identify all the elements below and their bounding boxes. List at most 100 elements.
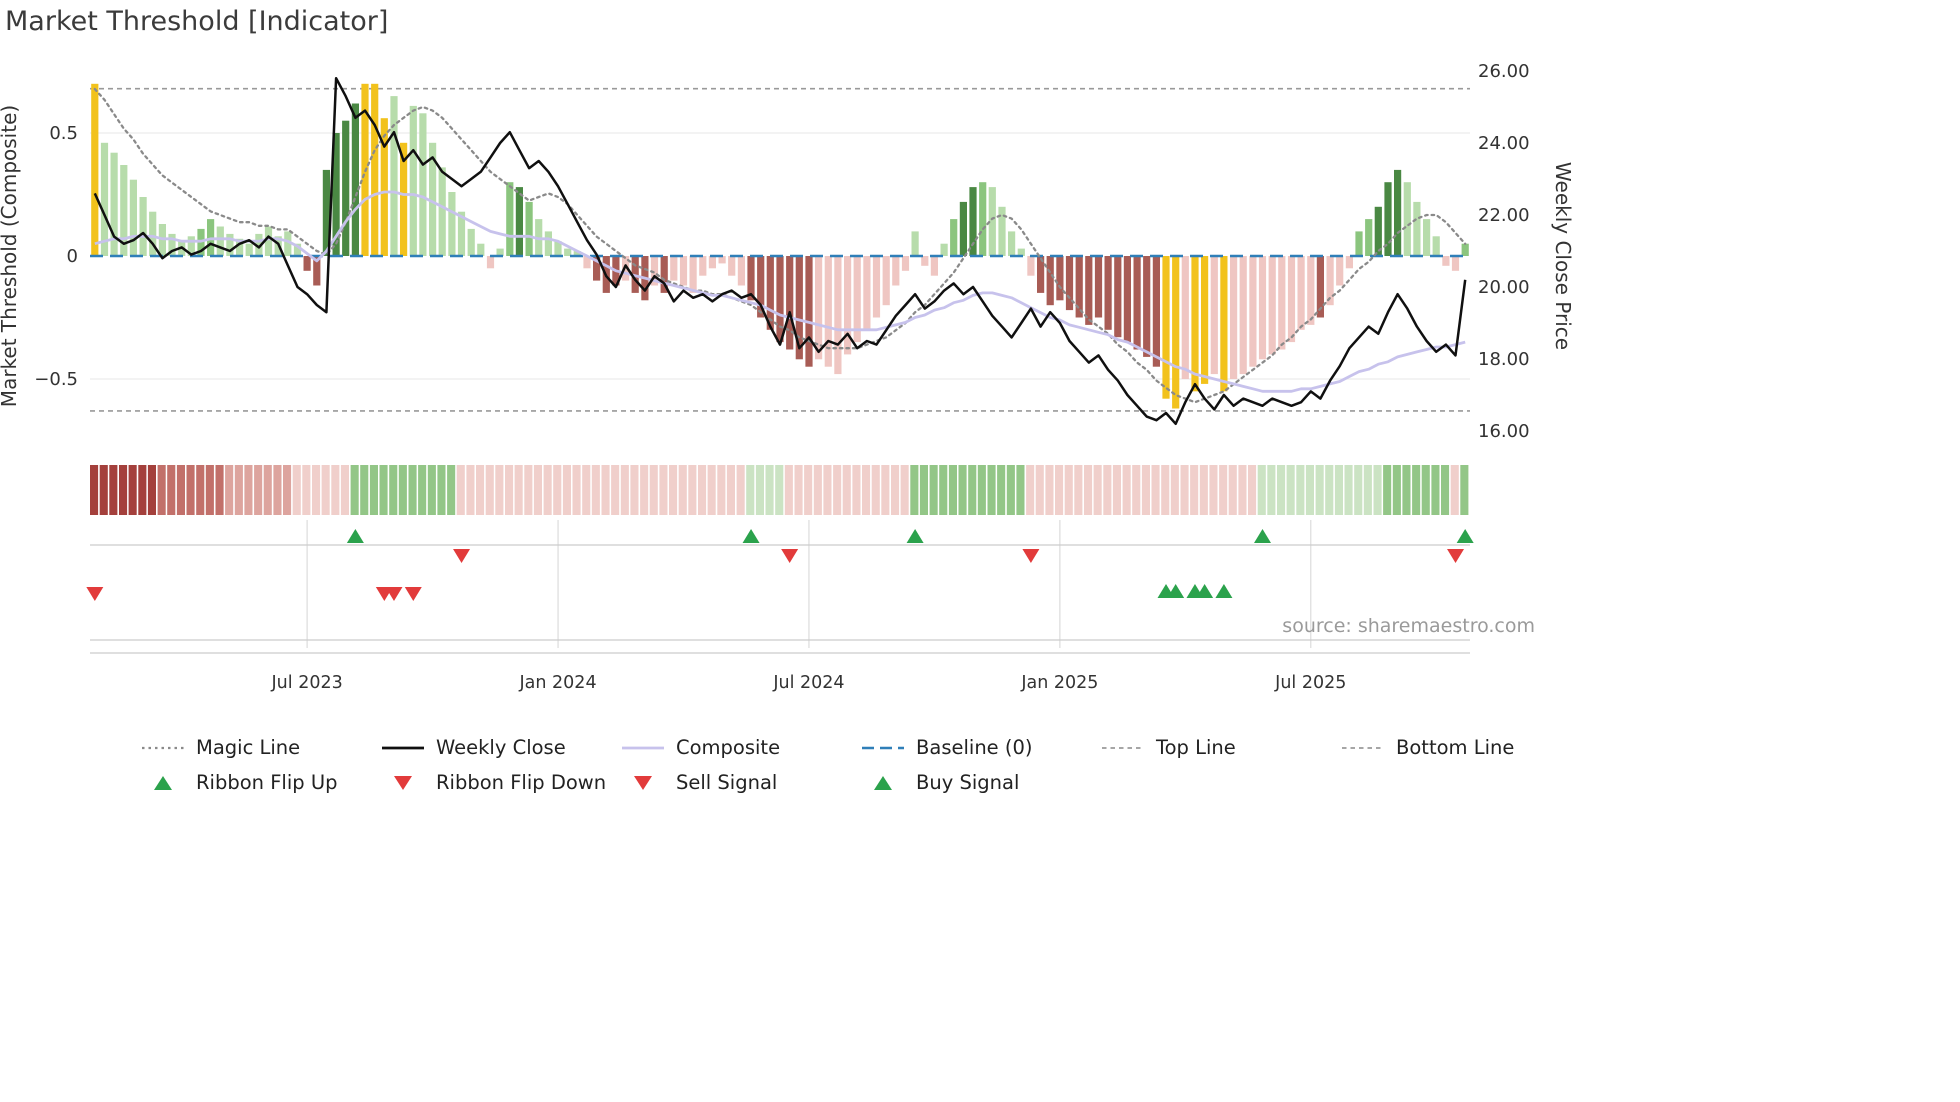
ribbon-cell	[360, 465, 369, 515]
ribbon-cell	[726, 465, 735, 515]
ribbon-cell	[900, 465, 909, 515]
composite-bar	[1152, 256, 1160, 367]
legend-item-top-line: Top Line	[1100, 736, 1340, 759]
source-credit: source: sharemaestro.com	[1282, 615, 1535, 637]
ribbon-cell	[234, 465, 243, 515]
composite-bar	[187, 236, 195, 256]
ribbon-cell	[418, 465, 427, 515]
ribbon-cell	[611, 465, 620, 515]
composite-bar	[1326, 256, 1334, 306]
composite-bar	[486, 256, 495, 269]
right-axis-tick: 20.00	[1478, 277, 1530, 298]
legend-item-ribbon-flip-down: Ribbon Flip Down	[380, 771, 620, 794]
composite-bar	[216, 226, 224, 256]
ribbon-cell	[881, 465, 890, 515]
composite-bar	[1345, 256, 1353, 269]
legend-item-magic-line: Magic Line	[140, 736, 380, 759]
ribbon-cell	[485, 465, 494, 515]
ribbon-cell	[1209, 465, 1218, 515]
ribbon-cell	[601, 465, 610, 515]
x-axis-tick: Jul 2025	[1274, 673, 1346, 693]
composite-bar	[728, 256, 736, 276]
ribbon-cell	[1402, 465, 1411, 515]
ribbon-cell	[176, 465, 185, 515]
composite-bar	[1037, 256, 1045, 293]
composite-bar	[998, 206, 1006, 256]
legend-label: Baseline (0)	[916, 736, 1033, 759]
ribbon-cell	[128, 465, 137, 515]
composite-bar	[1374, 206, 1382, 256]
ribbon-cell	[408, 465, 417, 515]
legend-label: Ribbon Flip Down	[436, 771, 607, 794]
ribbon-cell	[244, 465, 253, 515]
composite-bar	[1065, 256, 1074, 311]
composite-bar	[988, 187, 996, 256]
x-axis-tick: Jul 2024	[772, 673, 844, 693]
composite-bar	[236, 238, 244, 256]
legend-item-composite: Composite	[620, 736, 860, 759]
ribbon-cell	[1103, 465, 1112, 515]
ribbon-cell	[572, 465, 581, 515]
ribbon-cell	[620, 465, 629, 515]
ribbon-flip-up-marker	[1456, 529, 1474, 543]
ribbon-cell	[1219, 465, 1228, 515]
composite-bar	[1201, 256, 1209, 384]
composite-bar	[1268, 256, 1276, 355]
composite-bar	[429, 142, 437, 256]
composite-bar	[747, 256, 755, 301]
ribbon-cell	[167, 465, 176, 515]
composite-bar	[1394, 169, 1402, 256]
composite-bar	[1094, 256, 1103, 318]
ribbon-cell	[138, 465, 147, 515]
ribbon-cell	[746, 465, 755, 515]
right-axis-tick: 26.00	[1478, 61, 1530, 82]
legend-label: Sell Signal	[676, 771, 778, 794]
ribbon-cell	[157, 465, 166, 515]
composite-bar	[573, 251, 581, 256]
left-axis-tick: 0	[67, 246, 78, 267]
composite-bar	[419, 113, 427, 256]
ribbon-cell	[514, 465, 523, 515]
ribbon-cell	[755, 465, 764, 515]
chart-legend: Magic Line Weekly Close Composite Baseline …	[140, 736, 1580, 794]
ribbon-cell	[283, 465, 292, 515]
ribbon-cell	[717, 465, 726, 515]
composite-bar	[1162, 256, 1170, 399]
composite-bar	[1143, 256, 1151, 357]
composite-bar	[757, 256, 765, 318]
composite-bar	[1230, 256, 1238, 379]
ribbon-flip-down-icon	[394, 775, 412, 790]
composite-bar	[708, 256, 716, 269]
ribbon-cell	[891, 465, 900, 515]
ribbon-cell	[1421, 465, 1430, 515]
composite-bar	[303, 256, 311, 271]
composite-bar	[593, 256, 601, 281]
ribbon-cell	[1296, 465, 1305, 515]
ribbon-cell	[794, 465, 803, 515]
composite-bar	[554, 241, 562, 256]
ribbon-cell	[765, 465, 774, 515]
composite-bar	[911, 231, 919, 256]
sell-signal-marker	[86, 587, 104, 601]
composite-bar	[168, 233, 176, 256]
composite-bar	[380, 118, 388, 256]
ribbon-cell	[1016, 465, 1025, 515]
ribbon-cell	[919, 465, 928, 515]
legend-label: Bottom Line	[1396, 736, 1515, 759]
composite-bar	[892, 256, 900, 286]
legend-item-sell-signal: Sell Signal	[620, 771, 860, 794]
ribbon-cell	[688, 465, 697, 515]
ribbon-flip-down-marker	[1022, 549, 1040, 563]
composite-bar	[457, 211, 466, 256]
ribbon-cell	[997, 465, 1006, 515]
composite-bar	[496, 248, 504, 256]
composite-bar	[882, 256, 890, 306]
ribbon-cell	[910, 465, 919, 515]
composite-bar	[834, 256, 842, 375]
ribbon-cell	[1363, 465, 1372, 515]
ribbon-cell	[196, 465, 205, 515]
composite-bar	[1442, 256, 1450, 266]
composite-bar	[525, 201, 533, 256]
ribbon-cell	[302, 465, 311, 515]
weekly-close-line	[93, 76, 1467, 426]
